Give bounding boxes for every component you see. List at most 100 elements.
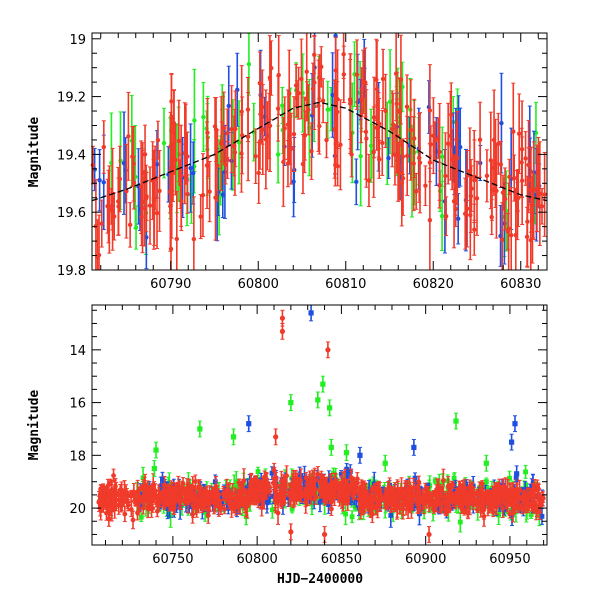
data-point <box>472 227 477 232</box>
data-point <box>293 83 299 88</box>
data-point <box>462 211 468 216</box>
top-y-axis-label: Magnitude <box>27 117 42 188</box>
data-point <box>198 214 203 219</box>
data-point <box>445 141 451 146</box>
data-point <box>152 195 157 201</box>
data-point <box>380 76 386 82</box>
data-point <box>289 506 295 512</box>
data-point <box>483 479 489 484</box>
data-point <box>499 120 504 126</box>
data-point <box>122 511 128 517</box>
data-point <box>423 183 428 188</box>
data-point <box>320 98 326 103</box>
data-point <box>229 126 234 132</box>
data-point <box>387 99 393 104</box>
data-point <box>411 161 416 166</box>
data-point <box>245 134 251 139</box>
data-point <box>99 221 104 226</box>
data-point <box>440 154 445 159</box>
data-point <box>397 109 403 115</box>
data-point <box>161 140 167 146</box>
data-point <box>275 106 281 111</box>
data-point <box>200 192 206 198</box>
data-point <box>253 154 258 159</box>
data-point <box>232 143 237 149</box>
y-tick-label: 19.2 <box>57 91 86 106</box>
data-point <box>474 196 480 201</box>
data-point <box>158 483 164 489</box>
data-point <box>358 113 364 118</box>
data-point <box>338 142 343 147</box>
data-point <box>539 204 545 209</box>
data-point <box>380 488 386 494</box>
data-point <box>502 196 508 202</box>
data-point <box>524 234 530 240</box>
data-point <box>489 188 495 193</box>
data-point <box>258 501 263 506</box>
data-point <box>281 159 286 165</box>
top-data-points <box>90 32 547 271</box>
data-point <box>225 131 230 136</box>
data-point <box>231 484 237 489</box>
data-point <box>330 92 335 98</box>
data-point <box>374 125 379 130</box>
data-point <box>432 138 438 143</box>
data-point <box>427 108 433 113</box>
data-point <box>188 165 193 171</box>
x-tick-label: 60820 <box>413 277 454 292</box>
data-point <box>448 133 453 139</box>
data-point <box>110 209 115 214</box>
data-point <box>212 124 218 129</box>
data-point <box>116 199 121 204</box>
data-point <box>500 190 506 195</box>
data-point <box>411 503 417 509</box>
data-point <box>537 191 543 196</box>
data-point <box>245 487 250 492</box>
data-point <box>221 125 227 131</box>
data-point <box>177 505 183 510</box>
data-point <box>296 91 301 96</box>
data-point <box>269 470 275 476</box>
data-point <box>542 192 547 197</box>
data-point <box>291 179 296 184</box>
data-point <box>146 502 152 508</box>
data-point <box>498 162 504 167</box>
data-point <box>467 169 473 174</box>
data-point <box>344 474 350 480</box>
data-point <box>413 189 419 194</box>
data-point <box>440 482 445 488</box>
data-point <box>142 152 148 157</box>
data-point <box>319 64 324 70</box>
data-point <box>299 76 304 82</box>
y-tick-label: 19.6 <box>57 206 86 221</box>
data-point <box>534 186 540 191</box>
data-point <box>376 121 382 126</box>
data-point <box>287 139 292 145</box>
data-point <box>291 131 297 137</box>
data-point <box>539 513 545 519</box>
data-point <box>215 163 220 168</box>
data-point <box>204 163 210 168</box>
data-point <box>236 140 242 145</box>
data-point <box>326 478 332 484</box>
data-point <box>192 118 197 123</box>
data-point <box>260 127 266 132</box>
data-point <box>154 162 160 167</box>
data-point <box>441 477 446 483</box>
data-point <box>93 223 99 229</box>
data-point <box>302 133 308 138</box>
data-point <box>500 237 505 242</box>
data-point <box>333 68 338 73</box>
data-point <box>349 514 355 520</box>
data-point <box>404 104 410 109</box>
data-point <box>310 86 316 91</box>
data-point <box>316 103 321 108</box>
data-point <box>333 33 338 38</box>
data-point <box>367 482 373 488</box>
x-tick-label: 60810 <box>325 277 366 292</box>
data-point <box>392 152 398 158</box>
data-point <box>157 188 162 194</box>
top-model-curve <box>91 101 548 202</box>
data-point <box>519 178 525 183</box>
data-point <box>280 103 285 108</box>
